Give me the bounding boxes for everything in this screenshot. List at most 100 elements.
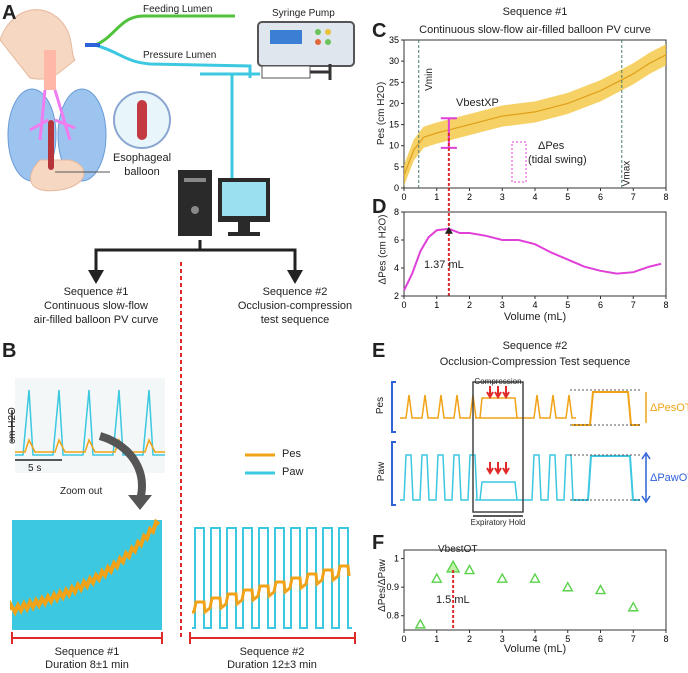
chart-f-annotation: 1.5 mL	[436, 594, 470, 606]
chart-c-tidal-swing-box	[511, 141, 527, 183]
chart-f-points	[414, 559, 639, 629]
chart-f-point	[496, 572, 508, 583]
chart-c-ytick-label: 0	[394, 183, 399, 193]
chart-c-vmin-label: Vmin	[423, 68, 435, 91]
chart-f-ylabel: ΔPes/ΔPaw	[376, 559, 388, 612]
chart-c-xtick-label: 4	[532, 192, 537, 202]
chart-c-tidal-label: (tidal swing)	[528, 154, 587, 166]
chart-d-ytick-label: 6	[394, 235, 399, 245]
seq1-pes-trace	[10, 518, 161, 617]
panel-label-e: E	[372, 340, 386, 362]
expiratory-hold-box	[472, 381, 524, 513]
chart-f-point	[414, 618, 427, 629]
chart-c-delta-label: ΔPes	[538, 140, 565, 152]
e-header: Sequence #2	[502, 340, 568, 352]
legend-paw-label: Paw	[282, 466, 304, 478]
chart-c-ytick-label: 25	[389, 77, 399, 87]
seq2-name: Sequence #2	[239, 646, 305, 658]
e-paw-label: Paw	[376, 461, 388, 482]
chart-d-xtick-label: 1	[434, 300, 439, 310]
chart-c-ytick-label: 30	[389, 56, 399, 66]
balloon-zoom-icon	[137, 100, 147, 140]
e-zoom-paw	[572, 455, 640, 501]
chart-f-point	[594, 584, 607, 595]
chart-f-xtick-label: 6	[598, 634, 603, 644]
chart-f-ytick-label: 1	[394, 554, 399, 564]
right-lung-icon	[57, 88, 107, 182]
feeding-lumen-label: Feeding Lumen	[143, 4, 213, 15]
chart-d-xtick-label: 2	[467, 300, 472, 310]
chart-f-xtick-label: 3	[500, 634, 505, 644]
chart-c-xtick-label: 7	[631, 192, 636, 202]
chart-d-ytick-label: 4	[394, 263, 399, 273]
seq2-line2: test sequence	[260, 314, 330, 326]
seq1-name: Sequence #1	[54, 646, 120, 658]
chart-f-point	[463, 564, 476, 575]
e-dpes-label: ΔPesOT	[650, 402, 688, 414]
head-icon	[0, 9, 76, 80]
chart-f-point	[529, 572, 541, 583]
chart-f: 0 1 2 3 4 5 6 7 8 0.8 0.9 1	[386, 549, 669, 644]
seq1-line2: air-filled balloon PV curve	[33, 314, 159, 326]
balloon-label-2: balloon	[124, 166, 160, 178]
chart-c-vmax-label: Vmax	[621, 160, 633, 187]
seq2-paw-trace	[192, 527, 352, 629]
panel-label-a: A	[2, 2, 17, 24]
expiratory-hold-label: Expiratory Hold	[470, 518, 526, 527]
chart-c-xtick-label: 8	[663, 192, 668, 202]
chart-d-xtick-label: 8	[663, 300, 668, 310]
chart-d-curve	[403, 227, 662, 291]
balloon-label-1: Esophageal	[112, 152, 172, 164]
chart-c-xtick-label: 1	[434, 192, 439, 202]
chart-f-ytick-label: 0.9	[386, 582, 399, 592]
chart-f-ytick-label: 0.8	[386, 611, 399, 621]
chart-f-point	[562, 581, 574, 592]
panel-label-b: B	[2, 340, 17, 362]
seq1-paw-block	[12, 520, 162, 630]
esophageal-balloon-icon	[48, 120, 54, 170]
e-pes-label: Pes	[375, 396, 387, 415]
chart-d-annotation: 1.37 mL	[424, 259, 464, 271]
chart-c-ytick-label: 5	[394, 162, 399, 172]
panel-label-f: F	[372, 532, 385, 554]
syringe-pump-label: Syringe Pump	[272, 8, 335, 19]
chart-d-axis: 0 1 2 3 4 5 6 7 8 2 4 6 8	[394, 207, 669, 310]
inset-ylabel: cm H2O	[6, 407, 18, 444]
pressure-lumen-label: Pressure Lumen	[143, 50, 217, 61]
chart-c-tidal-band	[404, 44, 666, 186]
seq2-line1: Occlusion-compression	[237, 300, 353, 312]
chart-d-xtick-label: 7	[631, 300, 636, 310]
e-zoom-pes	[572, 391, 640, 426]
chart-f-xtick-label: 5	[565, 634, 570, 644]
stomach-icon	[30, 159, 85, 192]
chart-c-vbest-label: VbestXP	[456, 97, 499, 109]
seq2-duration: Duration 12±3 min	[227, 659, 317, 671]
chart-f-xtick-label: 8	[663, 634, 668, 644]
inset-paw-trace	[15, 389, 165, 456]
chart-c-xtick-label: 0	[401, 192, 406, 202]
inset-pes-trace	[15, 438, 165, 453]
panel-e-artwork	[391, 381, 651, 517]
e-pes-trace	[400, 394, 576, 419]
seq2-title: Sequence #2	[262, 286, 328, 298]
chart-d-ytick-label: 8	[394, 207, 399, 217]
chart-d-frame	[403, 211, 667, 297]
feeding-lumen-tube	[94, 14, 235, 47]
e-paw-trace	[400, 454, 576, 501]
seq1-duration: Duration 8±1 min	[45, 659, 129, 671]
chart-d-xtick-label: 3	[500, 300, 505, 310]
chart-c: 0 1 2 3 4 5 6 7 8 0 5 10 15 20 25 30 35	[389, 35, 669, 202]
zoom-out-label: Zoom out	[60, 486, 103, 497]
panel-label-c: C	[372, 20, 387, 42]
chart-f-vbest-label: VbestOT	[438, 544, 478, 555]
legend-pes-label: Pes	[282, 448, 301, 460]
chart-f-xtick-label: 1	[434, 634, 439, 644]
chart-d-xtick-label: 5	[565, 300, 570, 310]
chart-c-xtick-label: 6	[598, 192, 603, 202]
chart-c-ytick-label: 10	[389, 141, 399, 151]
e-title: Occlusion-Compression Test sequence	[439, 356, 631, 368]
chart-f-frame	[403, 549, 667, 631]
e-dpaw-label: ΔPawOT	[650, 472, 688, 484]
